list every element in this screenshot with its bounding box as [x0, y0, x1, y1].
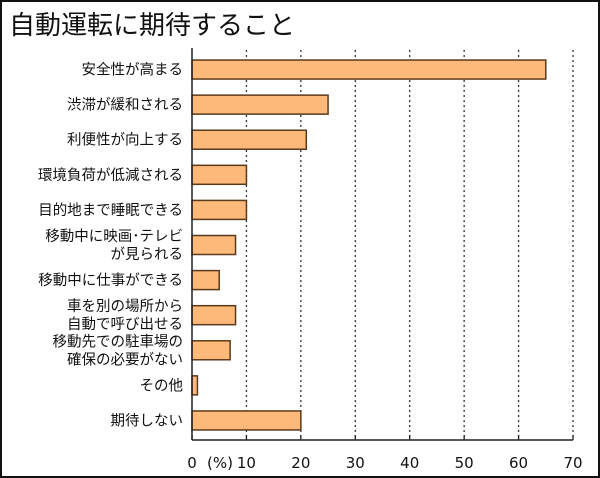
- category-label: 渋滞が緩和される: [67, 97, 183, 114]
- category-label: 移動先での駐車場の: [53, 333, 184, 350]
- chart-title: 自動運転に期待すること: [9, 11, 296, 41]
- x-tick-label: 50: [455, 454, 474, 472]
- x-tick-label: 0: [187, 454, 197, 472]
- bar: [191, 164, 248, 186]
- x-tick-label: 20: [291, 454, 310, 472]
- bar: [191, 340, 231, 361]
- bar: [191, 269, 220, 291]
- bar: [191, 199, 248, 221]
- bar: [191, 129, 308, 150]
- bar: [191, 304, 237, 326]
- category-label: 確保の必要がない: [67, 351, 183, 368]
- category-label: 安全性が高まる: [82, 61, 184, 79]
- category-label: 利便性が向上する: [67, 132, 183, 149]
- category-label: 移動中に仕事ができる: [38, 272, 183, 289]
- x-tick-label: 60: [509, 454, 528, 472]
- category-label: が見られる: [111, 246, 184, 263]
- category-label: 車を別の場所から: [67, 298, 183, 315]
- bar: [191, 59, 547, 80]
- bar: [191, 410, 302, 431]
- category-label: 移動中に映画･テレビ: [45, 228, 183, 245]
- bar: [191, 375, 199, 396]
- bar: [191, 234, 237, 256]
- category-label: 環境負荷が低減される: [38, 166, 183, 184]
- x-tick-label: 30: [346, 454, 365, 472]
- bar: [191, 94, 329, 115]
- category-label: その他: [140, 377, 184, 394]
- x-unit-label: (%): [207, 454, 233, 472]
- category-label: 期待しない: [111, 412, 184, 429]
- x-tick-label: 70: [563, 454, 582, 472]
- x-tick-label: 10: [237, 454, 256, 472]
- category-label: 自動で呼び出せる: [67, 316, 183, 333]
- x-tick-label: 40: [400, 454, 419, 472]
- category-label: 目的地まで睡眠できる: [38, 202, 183, 219]
